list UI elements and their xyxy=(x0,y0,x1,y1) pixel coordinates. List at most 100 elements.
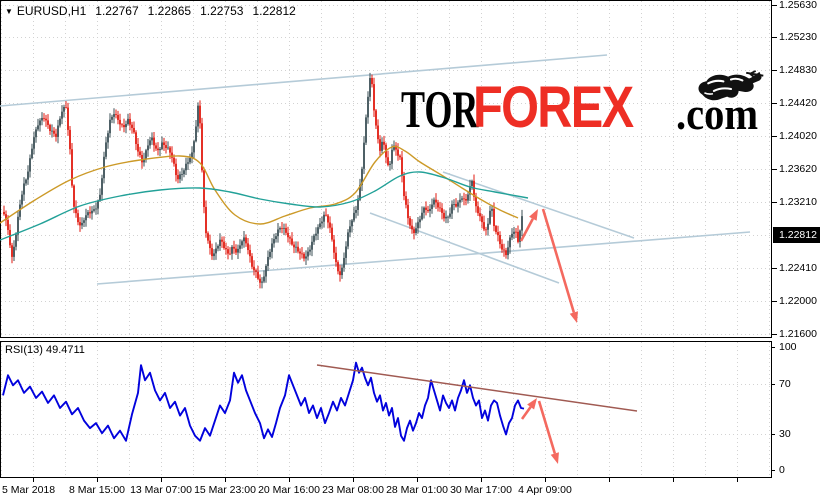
candle-body xyxy=(183,170,185,175)
candle-body xyxy=(389,163,391,165)
time-axis-label: 23 Mar 08:00 xyxy=(322,484,384,496)
candle-body xyxy=(205,206,207,234)
candle-body xyxy=(17,216,19,235)
candle-body xyxy=(39,120,41,126)
candle-body xyxy=(101,178,103,195)
candle-body xyxy=(267,256,269,266)
price-axis-label: 1.22000 xyxy=(779,295,817,307)
candle-body xyxy=(291,238,293,245)
candle-body xyxy=(197,105,199,127)
candle-body xyxy=(23,183,25,195)
price-axis-label: 1.23620 xyxy=(779,163,817,175)
candle-body xyxy=(353,212,355,221)
rsi-forecast-arrow-up-head[interactable] xyxy=(527,398,537,410)
candle-body xyxy=(293,244,295,248)
candle-body xyxy=(403,175,405,197)
candle-body xyxy=(339,271,341,276)
candle-body xyxy=(257,271,259,279)
forecast-arrow-down-head[interactable] xyxy=(569,311,578,323)
candle-body xyxy=(247,243,249,251)
candle-body xyxy=(35,129,37,138)
symbol-dropdown-icon[interactable]: ▼ xyxy=(5,7,13,16)
candle-body xyxy=(471,180,473,187)
candle-body xyxy=(193,141,195,153)
candle-body xyxy=(233,246,235,249)
candle-body xyxy=(475,196,477,207)
candle-body xyxy=(319,223,321,228)
candle-body xyxy=(435,199,437,203)
candle-body xyxy=(119,119,121,125)
candle-body xyxy=(387,157,389,165)
candle-body xyxy=(85,215,87,221)
candle-body xyxy=(9,229,11,246)
time-axis-label: 28 Mar 01:00 xyxy=(386,484,448,496)
candle-body xyxy=(261,281,263,283)
chart-header: ▼ EURUSD,H1 1.22767 1.22865 1.22753 1.22812 xyxy=(5,5,296,18)
candle-body xyxy=(335,252,337,263)
candle-body xyxy=(333,239,335,253)
candle-body xyxy=(473,180,475,197)
candle-body xyxy=(245,237,247,244)
candle-body xyxy=(447,216,449,218)
candle-body xyxy=(251,256,253,267)
candle-body xyxy=(217,245,219,249)
candle-body xyxy=(513,231,515,234)
candle-body xyxy=(81,222,83,226)
ascending-channel-lower-line[interactable] xyxy=(96,231,751,285)
candle-body xyxy=(501,244,503,250)
candle-body xyxy=(323,214,325,222)
candle-body xyxy=(331,227,333,240)
price-axis-label: 1.24830 xyxy=(779,64,817,76)
rsi-panel-border xyxy=(0,341,772,478)
candle-body xyxy=(265,265,267,277)
candle-body xyxy=(5,214,7,220)
ascending-channel-upper-line[interactable] xyxy=(0,54,608,107)
candle-body xyxy=(401,157,403,176)
price-axis-label: 1.23210 xyxy=(779,196,817,208)
candle-body xyxy=(237,248,239,253)
candle-body xyxy=(93,209,95,211)
candle-body xyxy=(127,118,129,125)
candle-body xyxy=(295,246,297,248)
time-axis-label: 4 Apr 09:00 xyxy=(518,484,572,496)
candle-body xyxy=(495,226,497,233)
candle-body xyxy=(381,141,383,151)
candle-body xyxy=(189,157,191,163)
rsi-forecast-arrow-up-shaft[interactable] xyxy=(520,406,532,420)
candle-body xyxy=(461,198,463,200)
candle-body xyxy=(109,119,111,134)
candle-body xyxy=(443,212,445,219)
rsi-forecast-arrow-down-head[interactable] xyxy=(550,452,559,464)
candle-body xyxy=(113,114,115,117)
candle-body xyxy=(187,162,189,164)
candle-body xyxy=(47,120,49,125)
candle-body xyxy=(397,149,399,156)
candle-body xyxy=(165,145,167,149)
rsi-forecast-arrow-down-shaft[interactable] xyxy=(537,400,557,454)
candle-body xyxy=(201,123,203,171)
candle-body xyxy=(285,227,287,233)
descending-channel-lower-line[interactable] xyxy=(369,212,560,284)
time-axis-label: 5 Mar 2018 xyxy=(2,484,56,496)
price-axis-label: 1.22410 xyxy=(779,262,817,274)
candle-body xyxy=(249,250,251,257)
candle-body xyxy=(69,129,71,150)
candle-body xyxy=(311,241,313,250)
price-axis-label: 1.24420 xyxy=(779,97,817,109)
candle-body xyxy=(337,262,339,272)
candle-body xyxy=(453,203,455,205)
price-axis-label: 1.24020 xyxy=(779,130,817,142)
rsi-resistance-trendline[interactable] xyxy=(316,364,638,412)
candle-body xyxy=(45,118,47,121)
time-axis-label: 15 Mar 23:00 xyxy=(194,484,256,496)
candle-body xyxy=(3,212,5,215)
logo-text-tor: TOR xyxy=(401,81,479,139)
candle-body xyxy=(157,148,159,151)
forecast-arrow-up-head[interactable] xyxy=(529,209,538,221)
candle-body xyxy=(455,203,457,207)
candle-body xyxy=(105,142,107,157)
candle-body xyxy=(373,84,375,111)
forecast-arrow-down-shaft[interactable] xyxy=(541,208,576,313)
forecast-arrow-up-shaft[interactable] xyxy=(519,218,534,242)
